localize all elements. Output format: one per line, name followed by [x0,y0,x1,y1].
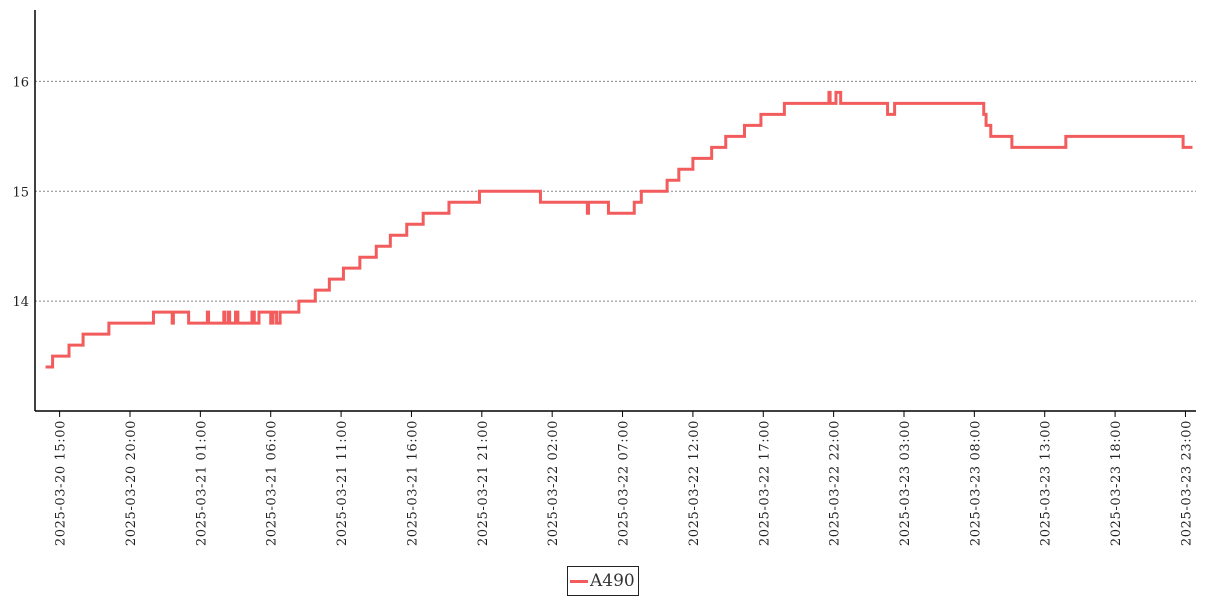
x-tick-label: 2025-03-23 03:00 [898,420,913,546]
axes [34,10,1196,417]
y-tick-label: 16 [12,75,29,90]
series-line-a490 [45,90,1193,369]
y-tick-label: 15 [12,185,29,200]
x-tick-label: 2025-03-21 11:00 [335,420,350,546]
x-tick-label: 2025-03-23 13:00 [1039,420,1054,546]
x-tick-label: 2025-03-21 06:00 [265,420,280,546]
x-tick-label: 2025-03-20 20:00 [124,420,139,546]
x-tick-label: 2025-03-20 15:00 [54,420,69,546]
x-tick-label: 2025-03-22 22:00 [828,420,843,546]
x-tick-label: 2025-03-21 01:00 [194,420,209,546]
legend-swatch [570,579,588,583]
x-tick-label: 2025-03-23 23:00 [1179,420,1194,546]
legend: A490 [567,566,639,596]
series-group [45,90,1193,369]
x-tick-label: 2025-03-23 08:00 [968,420,983,546]
y-tick-label: 14 [12,295,29,310]
x-tick-label: 2025-03-22 17:00 [757,420,772,546]
x-tick-label: 2025-03-22 02:00 [546,420,561,546]
x-tick-label: 2025-03-23 18:00 [1109,420,1124,546]
x-tick-labels: 2025-03-20 15:00 2025-03-20 20:00 2025-03-… [54,420,1195,546]
x-tick-label: 2025-03-21 21:00 [476,420,491,546]
x-tick-label: 2025-03-22 07:00 [617,420,632,546]
legend-label-a490: A490 [590,571,635,591]
x-tick-label: 2025-03-22 12:00 [687,420,702,546]
gridlines [35,80,1196,302]
x-tick-label: 2025-03-21 16:00 [405,420,420,546]
y-tick-labels: 14 15 16 [12,75,29,310]
